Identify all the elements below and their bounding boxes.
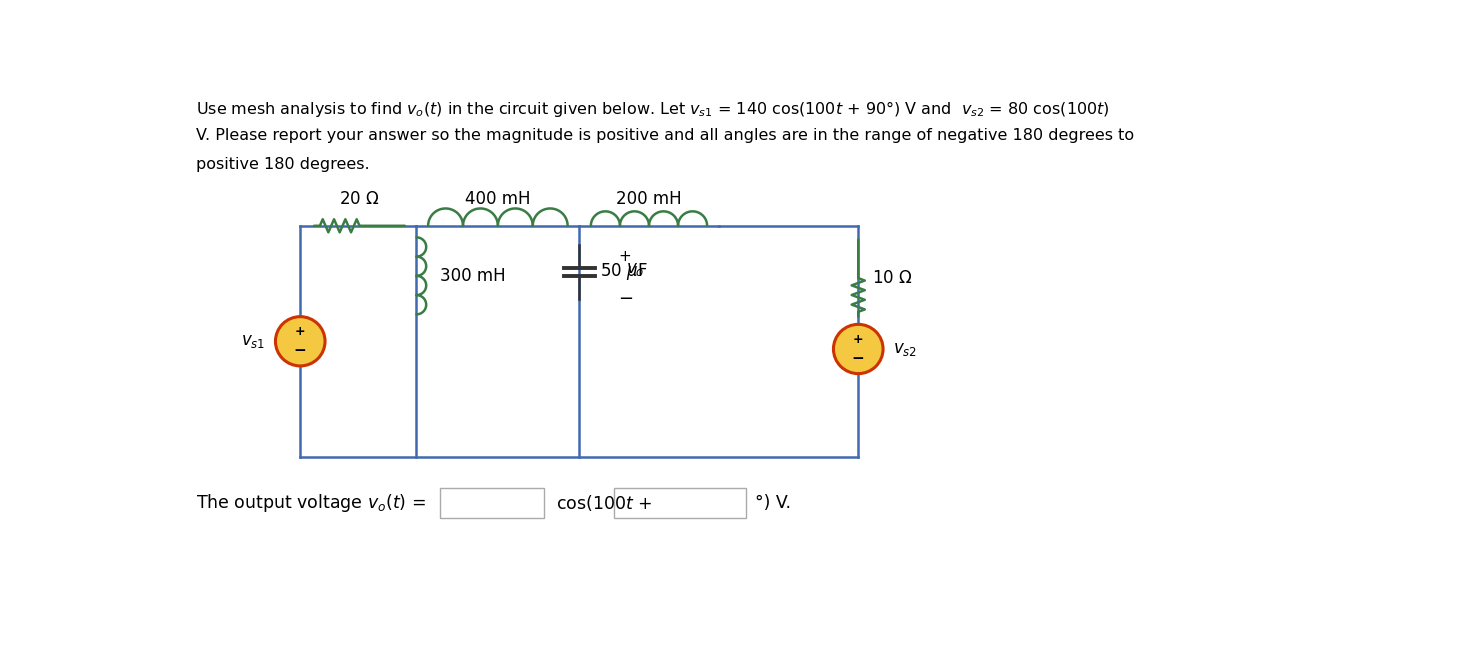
Text: positive 180 degrees.: positive 180 degrees. [196, 157, 369, 173]
Text: 300 mH: 300 mH [440, 267, 505, 285]
Text: −: − [294, 343, 306, 358]
Text: cos(100$t$ +: cos(100$t$ + [556, 493, 652, 513]
Text: −: − [618, 290, 633, 308]
Circle shape [833, 324, 883, 374]
Text: °) V.: °) V. [755, 494, 790, 512]
Text: $v_{s2}$: $v_{s2}$ [894, 340, 917, 358]
Text: The output voltage $v_o(t)$ =: The output voltage $v_o(t)$ = [196, 492, 425, 514]
Text: $v_o$: $v_o$ [626, 260, 645, 278]
Text: $v_{s1}$: $v_{s1}$ [241, 333, 265, 350]
Text: 20 $\Omega$: 20 $\Omega$ [339, 190, 380, 208]
Bar [614, 488, 746, 518]
Circle shape [275, 317, 325, 366]
Text: +: + [852, 333, 864, 346]
Text: +: + [294, 325, 306, 338]
Bar [440, 488, 545, 518]
Text: −: − [852, 351, 864, 366]
Text: 10 $\Omega$: 10 $\Omega$ [873, 269, 913, 287]
Text: 200 mH: 200 mH [617, 190, 682, 208]
Text: V. Please report your answer so the magnitude is positive and all angles are in : V. Please report your answer so the magn… [196, 128, 1133, 143]
Text: Use mesh analysis to find $v_o(t)$ in the circuit given below. Let $v_{s1}$ = 14: Use mesh analysis to find $v_o(t)$ in th… [196, 99, 1110, 119]
Text: 50 $\mu$F: 50 $\mu$F [601, 262, 648, 283]
Text: +: + [618, 249, 630, 264]
Text: 400 mH: 400 mH [465, 190, 530, 208]
